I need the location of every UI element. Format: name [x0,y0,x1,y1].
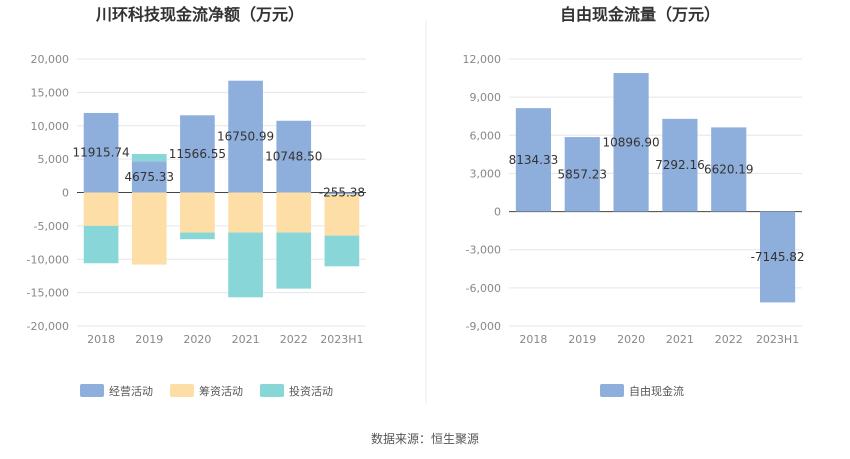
bar-1-2020 [613,73,649,212]
y-tick-label: 3,000 [470,167,502,180]
bar-1-2018 [515,108,551,212]
bar-1-2022 [711,127,747,212]
legend-swatch [600,384,624,397]
bar-1-2022 [276,120,312,193]
bar-2-2023H1 [324,194,360,236]
legend-swatch [80,384,104,397]
bar-1-2020 [180,115,215,193]
y-tick-label: 15,000 [31,86,70,99]
bar-3-2022 [276,232,312,289]
legend-swatch [170,384,194,397]
y-tick-label: 0 [62,187,69,200]
y-tick-label: -5,000 [34,220,69,233]
x-tick-label: 2020 [617,333,645,346]
legend-label: 投资活动 [289,384,333,398]
x-tick-label: 2019 [568,333,596,346]
bar-1-2021 [228,80,263,193]
data-label: 8134.33 [509,153,559,167]
bar-3-2018 [83,225,119,264]
y-tick-label: -20,000 [27,320,69,333]
bar-1-2018 [83,112,119,193]
bar-2-2019 [131,192,167,265]
bar-2-2020 [180,192,215,233]
data-label: 7292.16 [655,158,705,172]
data-label: 11566.55 [169,147,226,161]
x-tick-label: 2019 [135,333,163,346]
bar-3-2020 [180,232,215,240]
legend-label: 筹资活动 [199,384,243,398]
chart-title: 自由现金流量（万元） [560,5,720,24]
legend-label: 自由现金流 [629,384,684,398]
bar-2-2018 [83,192,119,226]
x-tick-label: 2018 [519,333,547,346]
bar-2-2022 [276,192,312,233]
x-tick-label: 2021 [666,333,694,346]
legend-swatch [260,384,284,397]
source-text: 数据来源：恒生聚源 [371,431,479,446]
y-tick-label: -3,000 [466,244,501,257]
bar-3-2019 [131,153,167,162]
bar-3-2023H1 [324,235,360,267]
y-tick-label: 6,000 [470,129,502,142]
data-label: 10896.90 [602,135,659,149]
bar-1-2021 [662,118,698,212]
data-label: 4675.33 [124,170,174,184]
legend-label: 经营活动 [109,384,153,398]
y-tick-label: 9,000 [470,91,502,104]
bar-2-2021 [228,192,263,233]
y-tick-label: -9,000 [466,320,501,333]
chart-title: 川环科技现金流净额（万元） [95,5,304,24]
y-tick-label: 5,000 [38,153,70,166]
bar-1-2019 [131,161,167,193]
x-tick-label: 2023H1 [756,333,799,346]
data-label: 6620.19 [704,162,754,176]
bar-1-2023H1 [324,192,360,195]
bar-3-2021 [228,232,263,298]
x-tick-label: 2021 [232,333,260,346]
y-tick-label: -6,000 [466,282,501,295]
data-label: 11915.74 [72,146,129,160]
y-tick-label: 0 [494,206,501,219]
y-tick-label: 20,000 [31,53,70,66]
bar-1-2023H1 [760,211,796,303]
data-label: 5857.23 [557,167,607,181]
data-label: -7145.82 [751,250,805,264]
x-tick-label: 2020 [183,333,211,346]
data-label: -255.38 [319,186,365,200]
x-tick-label: 2022 [280,333,308,346]
y-tick-label: -10,000 [27,253,69,266]
data-label: 10748.50 [265,150,322,164]
x-tick-label: 2018 [87,333,115,346]
x-tick-label: 2023H1 [320,333,363,346]
data-label: 16750.99 [217,130,274,144]
x-tick-label: 2022 [715,333,743,346]
y-tick-label: 10,000 [31,120,70,133]
y-tick-label: 12,000 [463,53,502,66]
bar-1-2019 [564,137,600,212]
y-tick-label: -15,000 [27,287,69,300]
